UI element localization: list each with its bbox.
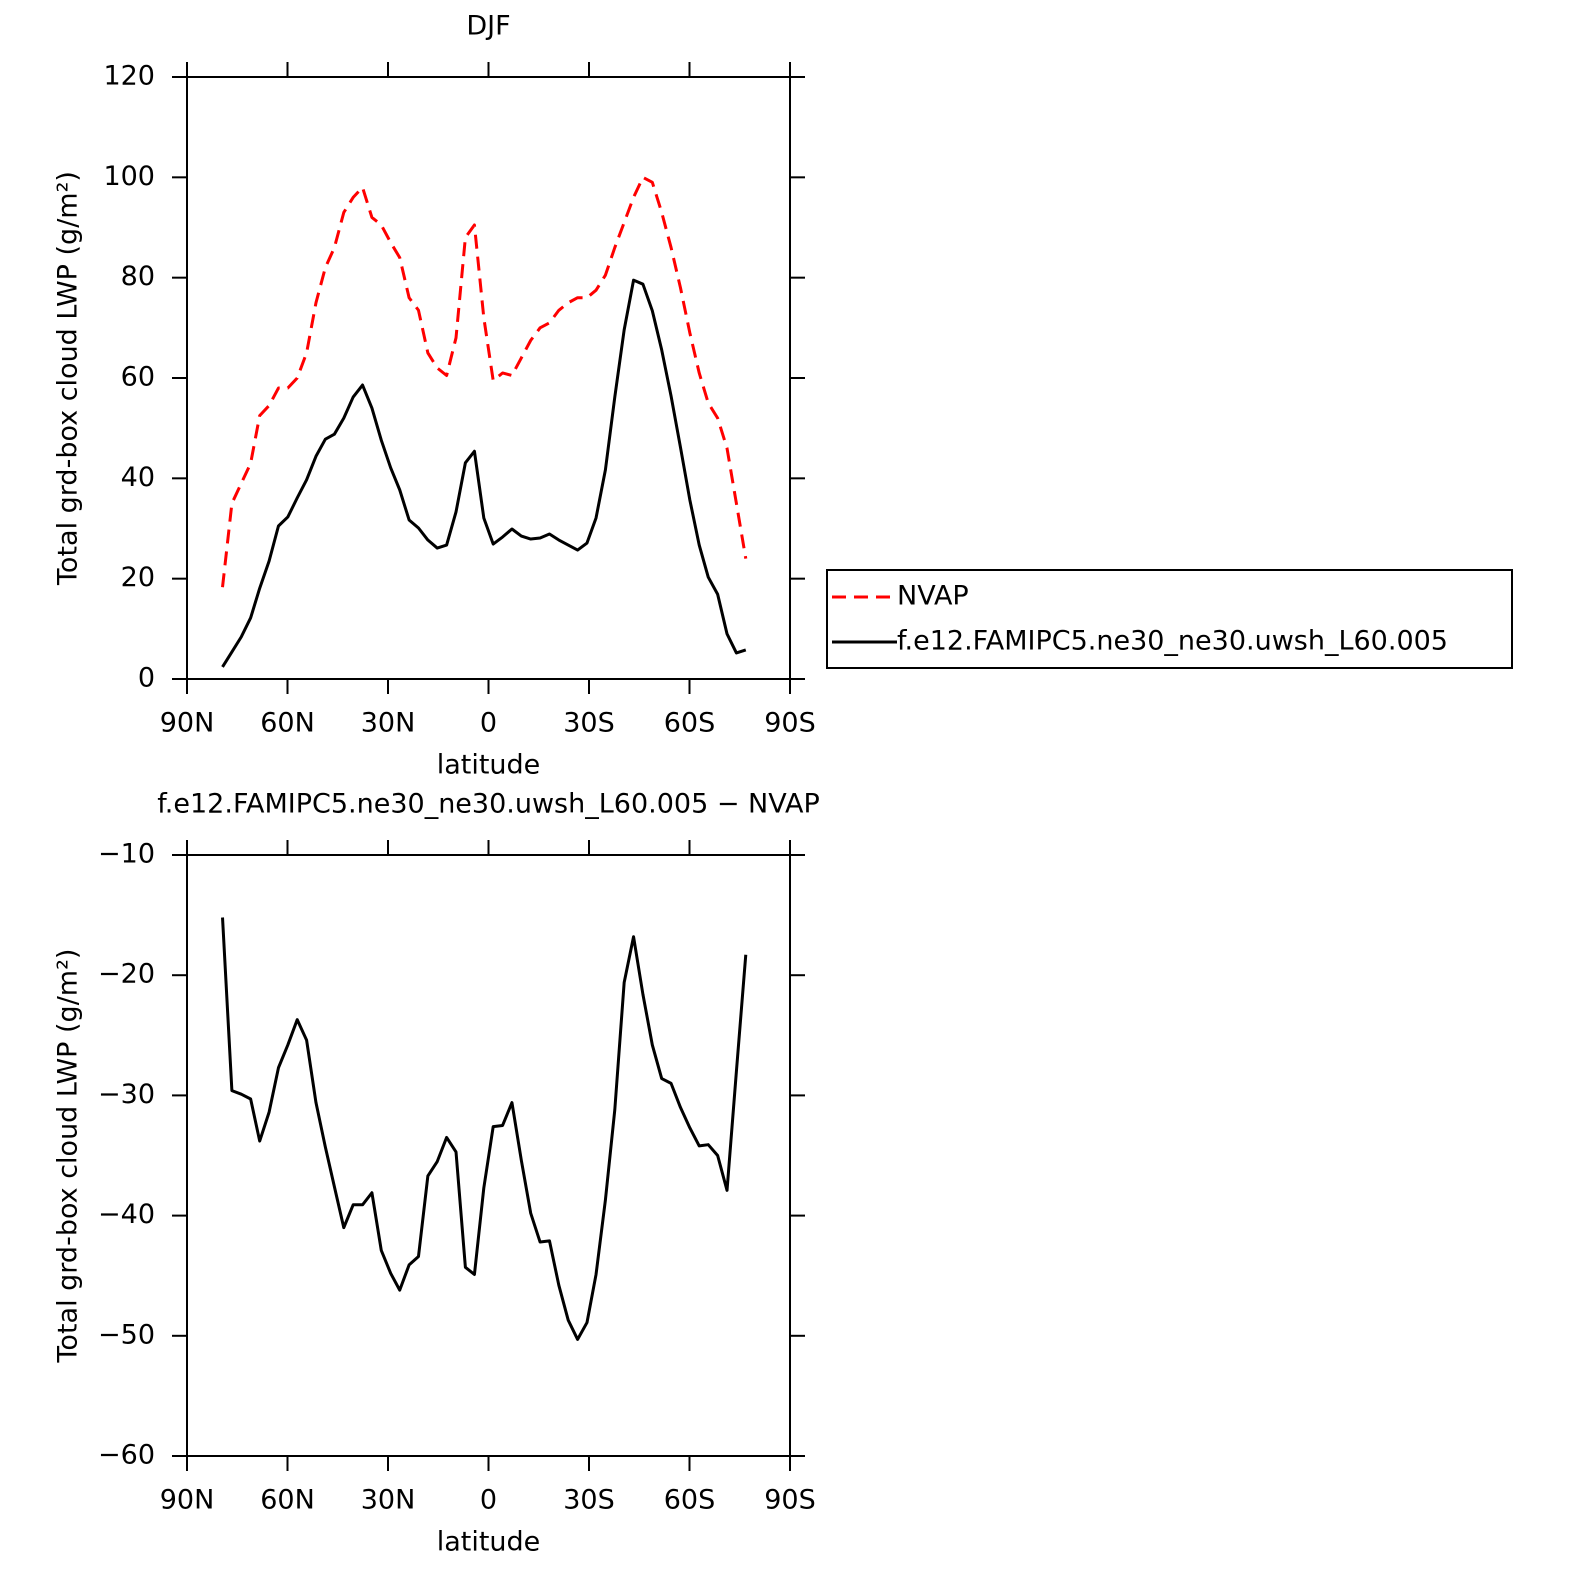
y-axis-label: Total grd-box cloud LWP (g/m²) (53, 949, 84, 1364)
legend-label: NVAP (897, 581, 969, 612)
data-line (221, 278, 747, 668)
x-tick-label: 60S (664, 1485, 716, 1516)
x-tick-label: 90S (764, 1485, 816, 1516)
y-tick-label: 60 (121, 362, 155, 393)
legend-label: f.e12.FAMIPC5.ne30_ne30.uwsh_L60.005 (897, 626, 1448, 657)
y-tick-label: 120 (103, 61, 155, 92)
data-line (221, 917, 748, 1341)
chart-title: f.e12.FAMIPC5.ne30_ne30.uwsh_L60.005 − N… (157, 789, 819, 820)
y-tick-label: 80 (121, 261, 155, 292)
x-tick-label: 30S (563, 708, 615, 739)
x-axis-label: latitude (437, 750, 541, 781)
x-tick-label: 0 (480, 708, 497, 739)
data-line (221, 175, 748, 588)
x-tick-label: 60N (260, 1485, 315, 1516)
x-tick-label: 30N (361, 1485, 416, 1516)
x-tick-label: 0 (480, 1485, 497, 1516)
x-axis-label: latitude (437, 1527, 541, 1558)
y-tick-label: −20 (98, 959, 155, 990)
y-tick-label: −40 (98, 1199, 155, 1230)
x-tick-label: 90N (160, 708, 215, 739)
x-tick-label: 90S (764, 708, 816, 739)
y-tick-label: −10 (98, 839, 155, 870)
y-tick-label: 40 (121, 462, 155, 493)
x-tick-label: 30S (563, 1485, 615, 1516)
x-tick-label: 90N (160, 1485, 215, 1516)
y-tick-label: −60 (98, 1440, 155, 1471)
y-tick-label: −50 (98, 1319, 155, 1350)
x-tick-label: 60N (260, 708, 315, 739)
legend-box (826, 569, 1513, 669)
y-axis-label: Total grd-box cloud LWP (g/m²) (53, 171, 84, 586)
x-tick-label: 30N (361, 708, 416, 739)
chart-title: DJF (466, 11, 510, 42)
y-tick-label: −30 (98, 1079, 155, 1110)
y-tick-label: 20 (121, 562, 155, 593)
y-tick-label: 100 (103, 161, 155, 192)
y-tick-label: 0 (138, 663, 155, 694)
x-tick-label: 60S (664, 708, 716, 739)
